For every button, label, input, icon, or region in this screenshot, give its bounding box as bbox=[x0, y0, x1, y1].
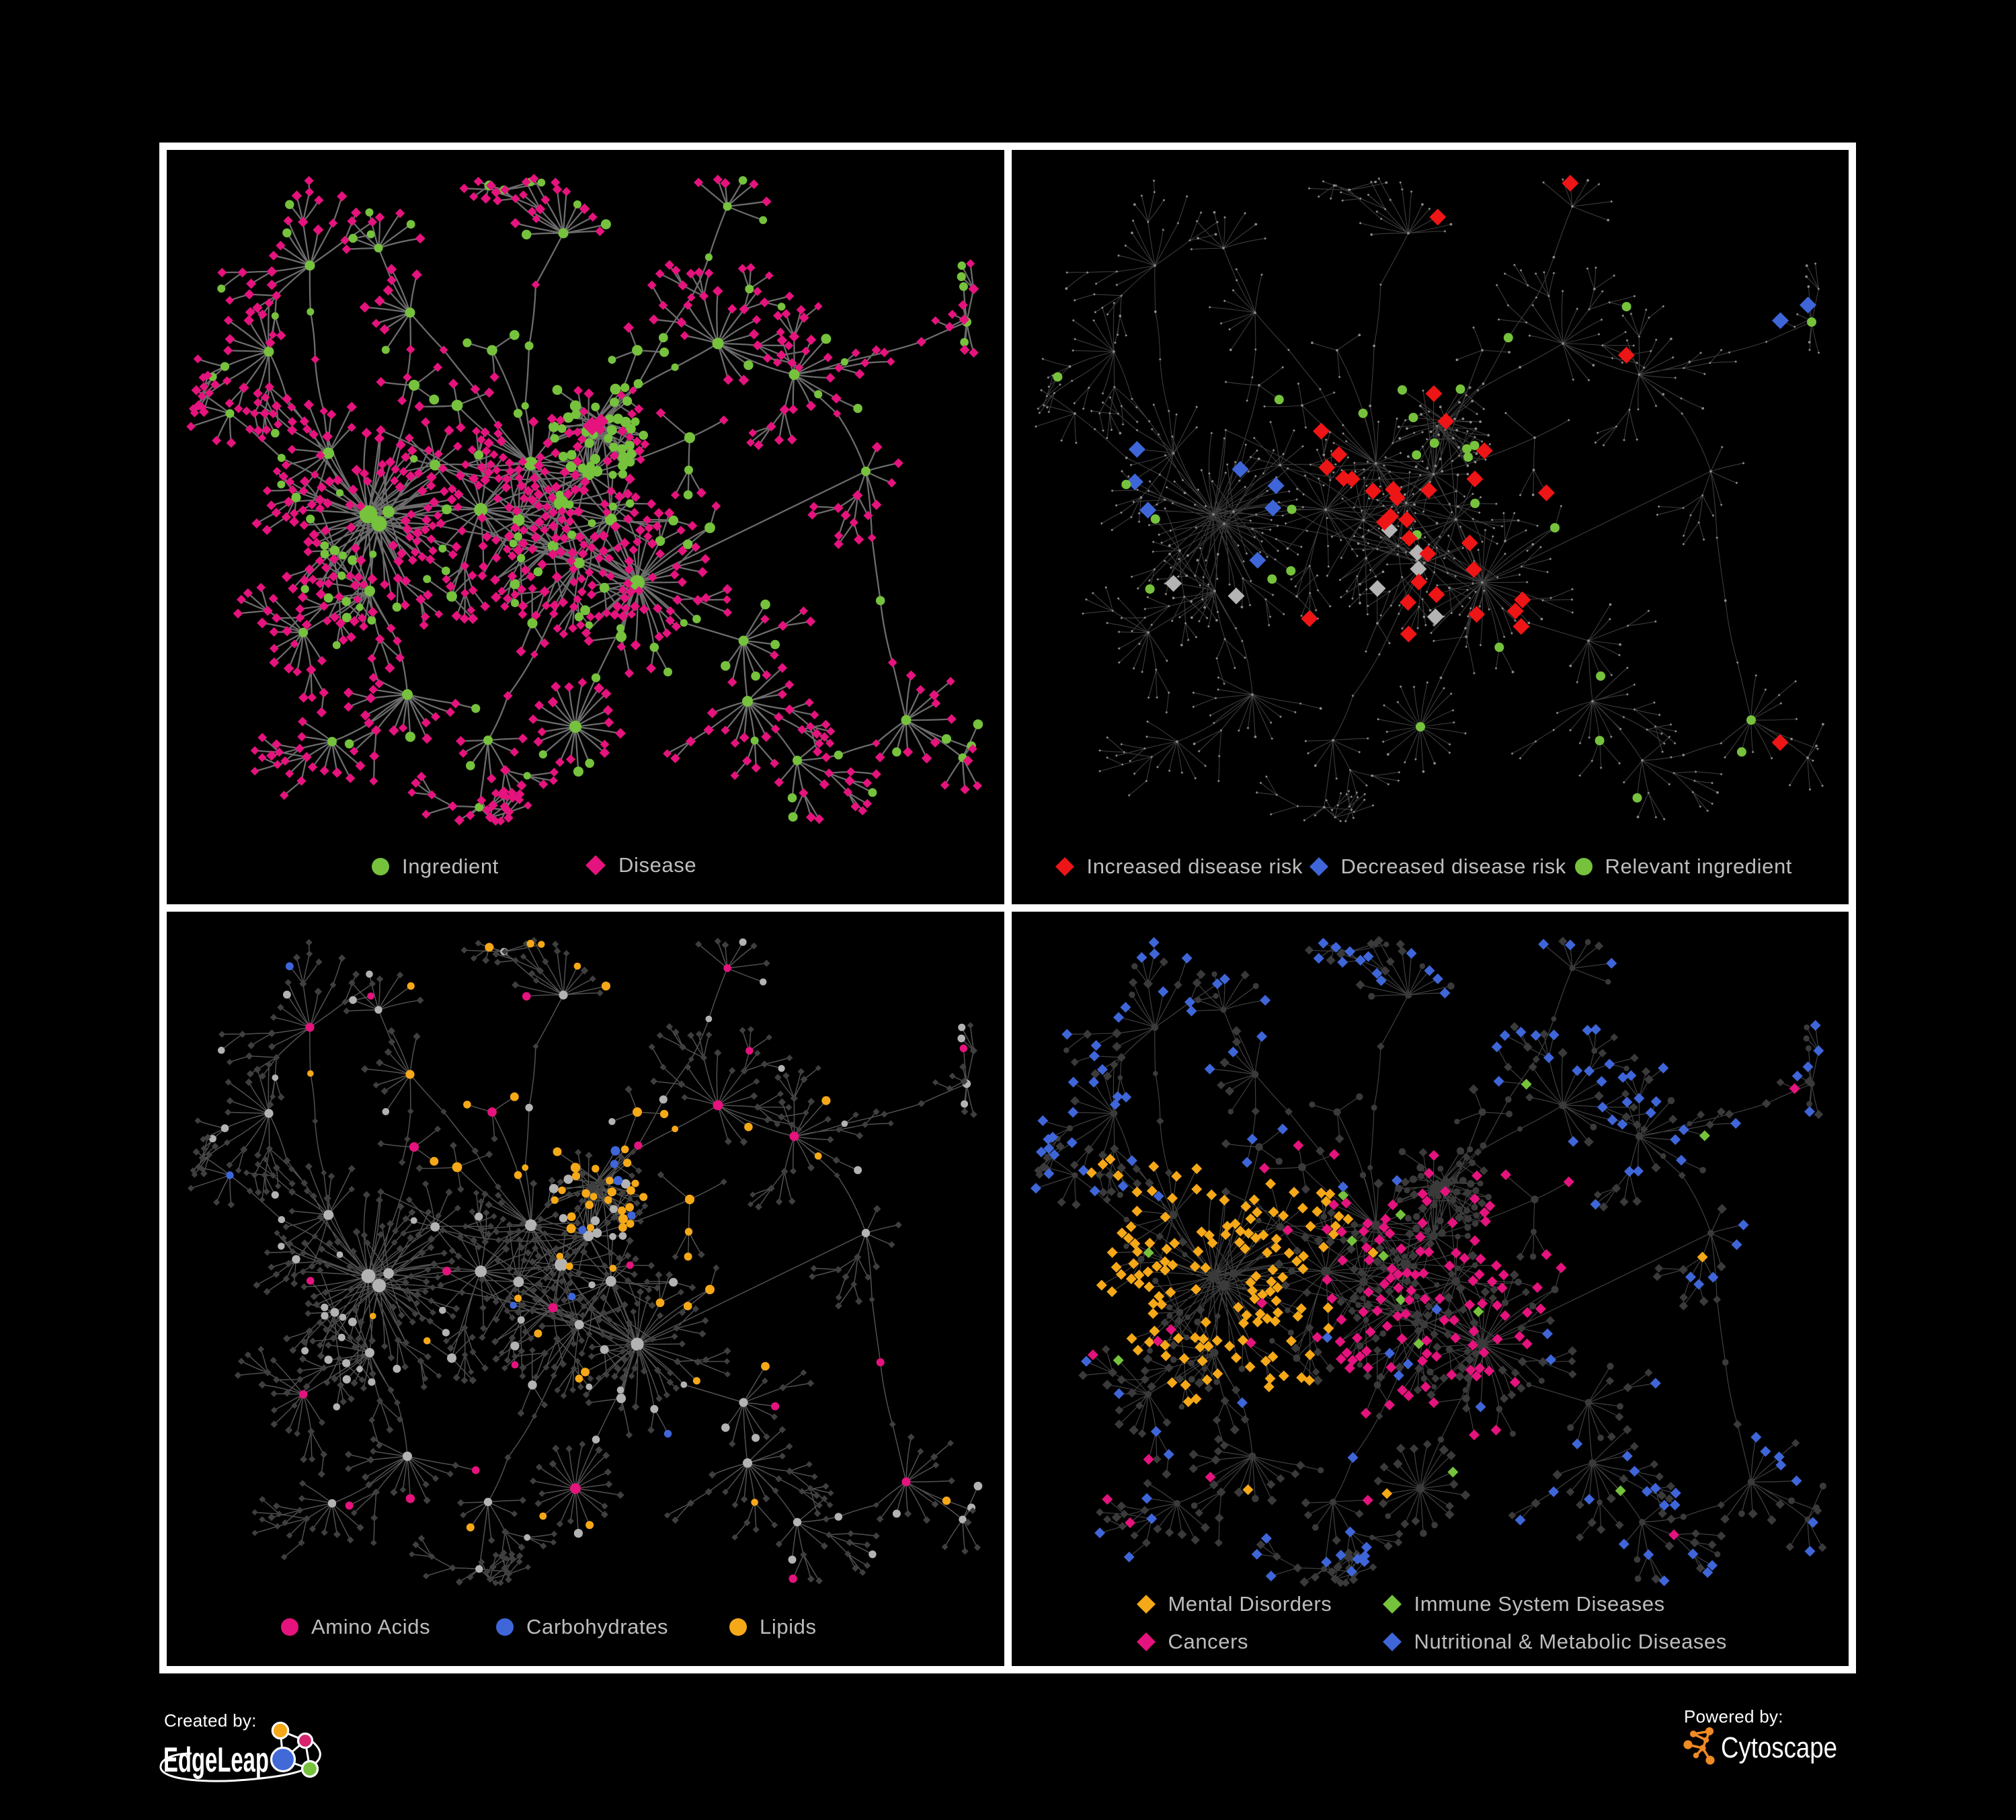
node-layer bbox=[1030, 937, 1824, 1587]
network-graph-ingredient-disease bbox=[186, 173, 983, 826]
node-layer bbox=[1054, 939, 1826, 1582]
edges-layer bbox=[190, 940, 979, 1583]
node-layer bbox=[1052, 302, 1816, 803]
edgeleap-credit: Created by: EdgeLeap bbox=[159, 1710, 321, 1782]
circle-legend-marker bbox=[729, 1618, 747, 1636]
edgeleap-wordmark: EdgeLeap bbox=[163, 1741, 269, 1780]
node-layer bbox=[208, 938, 983, 1573]
cytoscape-logo-node bbox=[1705, 1755, 1715, 1765]
legend-item: Cancers bbox=[1135, 1630, 1249, 1654]
panel-macronutrients: Amino Acids Carbohydrates Lipids bbox=[167, 912, 1004, 1666]
edgeleap-logo-node bbox=[270, 1746, 296, 1773]
legend-item: Immune System Diseases bbox=[1381, 1592, 1665, 1616]
cytoscape-logo-node bbox=[1703, 1737, 1709, 1743]
diamond-legend-marker bbox=[1309, 857, 1328, 876]
diamond-legend-marker bbox=[1136, 1632, 1156, 1651]
legend-label: Increased disease risk bbox=[1086, 855, 1303, 878]
circle-legend-marker bbox=[1574, 858, 1592, 875]
cytoscape-logo-node bbox=[1690, 1731, 1697, 1737]
cytoscape-logo-node bbox=[1705, 1727, 1713, 1735]
diamond-legend-marker bbox=[586, 855, 606, 875]
edges-layer bbox=[1035, 940, 1823, 1583]
legend-label: Nutritional & Metabolic Diseases bbox=[1414, 1630, 1727, 1653]
cytoscape-logo-node bbox=[1699, 1745, 1706, 1751]
legend-item: Decreased disease risk bbox=[1307, 855, 1566, 879]
network-graph-macronutrients bbox=[188, 937, 983, 1587]
legend-label: Relevant ingredient bbox=[1605, 855, 1793, 878]
node-layer bbox=[307, 939, 951, 1532]
edges-layer bbox=[1035, 178, 1823, 822]
cytoscape-credit: Powered by: Cytoscape bbox=[1683, 1706, 1837, 1765]
edges-layer bbox=[190, 178, 979, 822]
panel-ingredient-disease: Ingredient Disease bbox=[167, 150, 1004, 904]
edgeleap-swoosh bbox=[159, 1739, 321, 1782]
edgeleap-logo-node bbox=[300, 1759, 319, 1778]
legend-label: Amino Acids bbox=[311, 1615, 431, 1638]
circle-legend-marker bbox=[372, 858, 389, 875]
legend-label: Immune System Diseases bbox=[1414, 1592, 1665, 1616]
legend-item: Increased disease risk bbox=[1053, 855, 1303, 879]
diamond-legend-marker bbox=[1136, 1595, 1156, 1614]
legend-label: Ingredient bbox=[402, 855, 499, 878]
legend-item: Nutritional & Metabolic Diseases bbox=[1381, 1630, 1727, 1654]
network-graph-disease-categories bbox=[1030, 936, 1826, 1587]
node-layer bbox=[188, 937, 981, 1587]
node-layer bbox=[1086, 1154, 1708, 1499]
network-graph-disease-risk bbox=[1034, 175, 1824, 823]
legend-item: Ingredient bbox=[370, 855, 499, 879]
legend-label: Mental Disorders bbox=[1168, 1592, 1332, 1616]
cytoscape-logo-node bbox=[1683, 1740, 1693, 1749]
node-layer bbox=[299, 964, 968, 1583]
legend-label: Lipids bbox=[760, 1615, 817, 1638]
edgeleap-logo-node bbox=[296, 1732, 314, 1749]
diamond-legend-marker bbox=[1382, 1632, 1402, 1651]
circle-legend-marker bbox=[496, 1618, 514, 1636]
legend-label: Cancers bbox=[1168, 1630, 1249, 1653]
legend-item: Amino Acids bbox=[279, 1615, 430, 1639]
legend-item: Carbohydrates bbox=[494, 1615, 668, 1639]
legend-item: Mental Disorders bbox=[1135, 1592, 1332, 1616]
panel-disease-categories: Mental Disorders Immune System Diseases Ca… bbox=[1011, 912, 1849, 1666]
panel-disease-risk: Increased disease risk Decreased disease … bbox=[1011, 150, 1849, 904]
node-layer bbox=[186, 173, 983, 826]
legend-item: Lipids bbox=[727, 1615, 817, 1639]
node-layer bbox=[1064, 179, 1824, 818]
legend-item: Disease bbox=[583, 853, 696, 877]
edgeleap-logo-node bbox=[271, 1721, 290, 1740]
circle-legend-marker bbox=[281, 1618, 298, 1636]
cytoscape-wordmark: Cytoscape bbox=[1721, 1731, 1837, 1764]
node-layer bbox=[226, 962, 672, 1438]
legend-label: Disease bbox=[618, 853, 697, 877]
node-layer bbox=[208, 176, 983, 822]
diamond-legend-marker bbox=[1382, 1595, 1402, 1614]
legend-label: Carbohydrates bbox=[526, 1615, 669, 1638]
cytoscape-logo-node bbox=[1693, 1752, 1699, 1759]
powered-by-label: Powered by: bbox=[1684, 1706, 1783, 1727]
legend-label: Decreased disease risk bbox=[1340, 855, 1566, 878]
quad-chart-frame: Ingredient Disease Increased disease risk… bbox=[159, 143, 1856, 1673]
created-by-label: Created by: bbox=[164, 1710, 257, 1731]
diamond-legend-marker bbox=[1055, 857, 1074, 876]
legend-item: Relevant ingredient bbox=[1573, 855, 1793, 879]
node-layer bbox=[1164, 521, 1444, 625]
